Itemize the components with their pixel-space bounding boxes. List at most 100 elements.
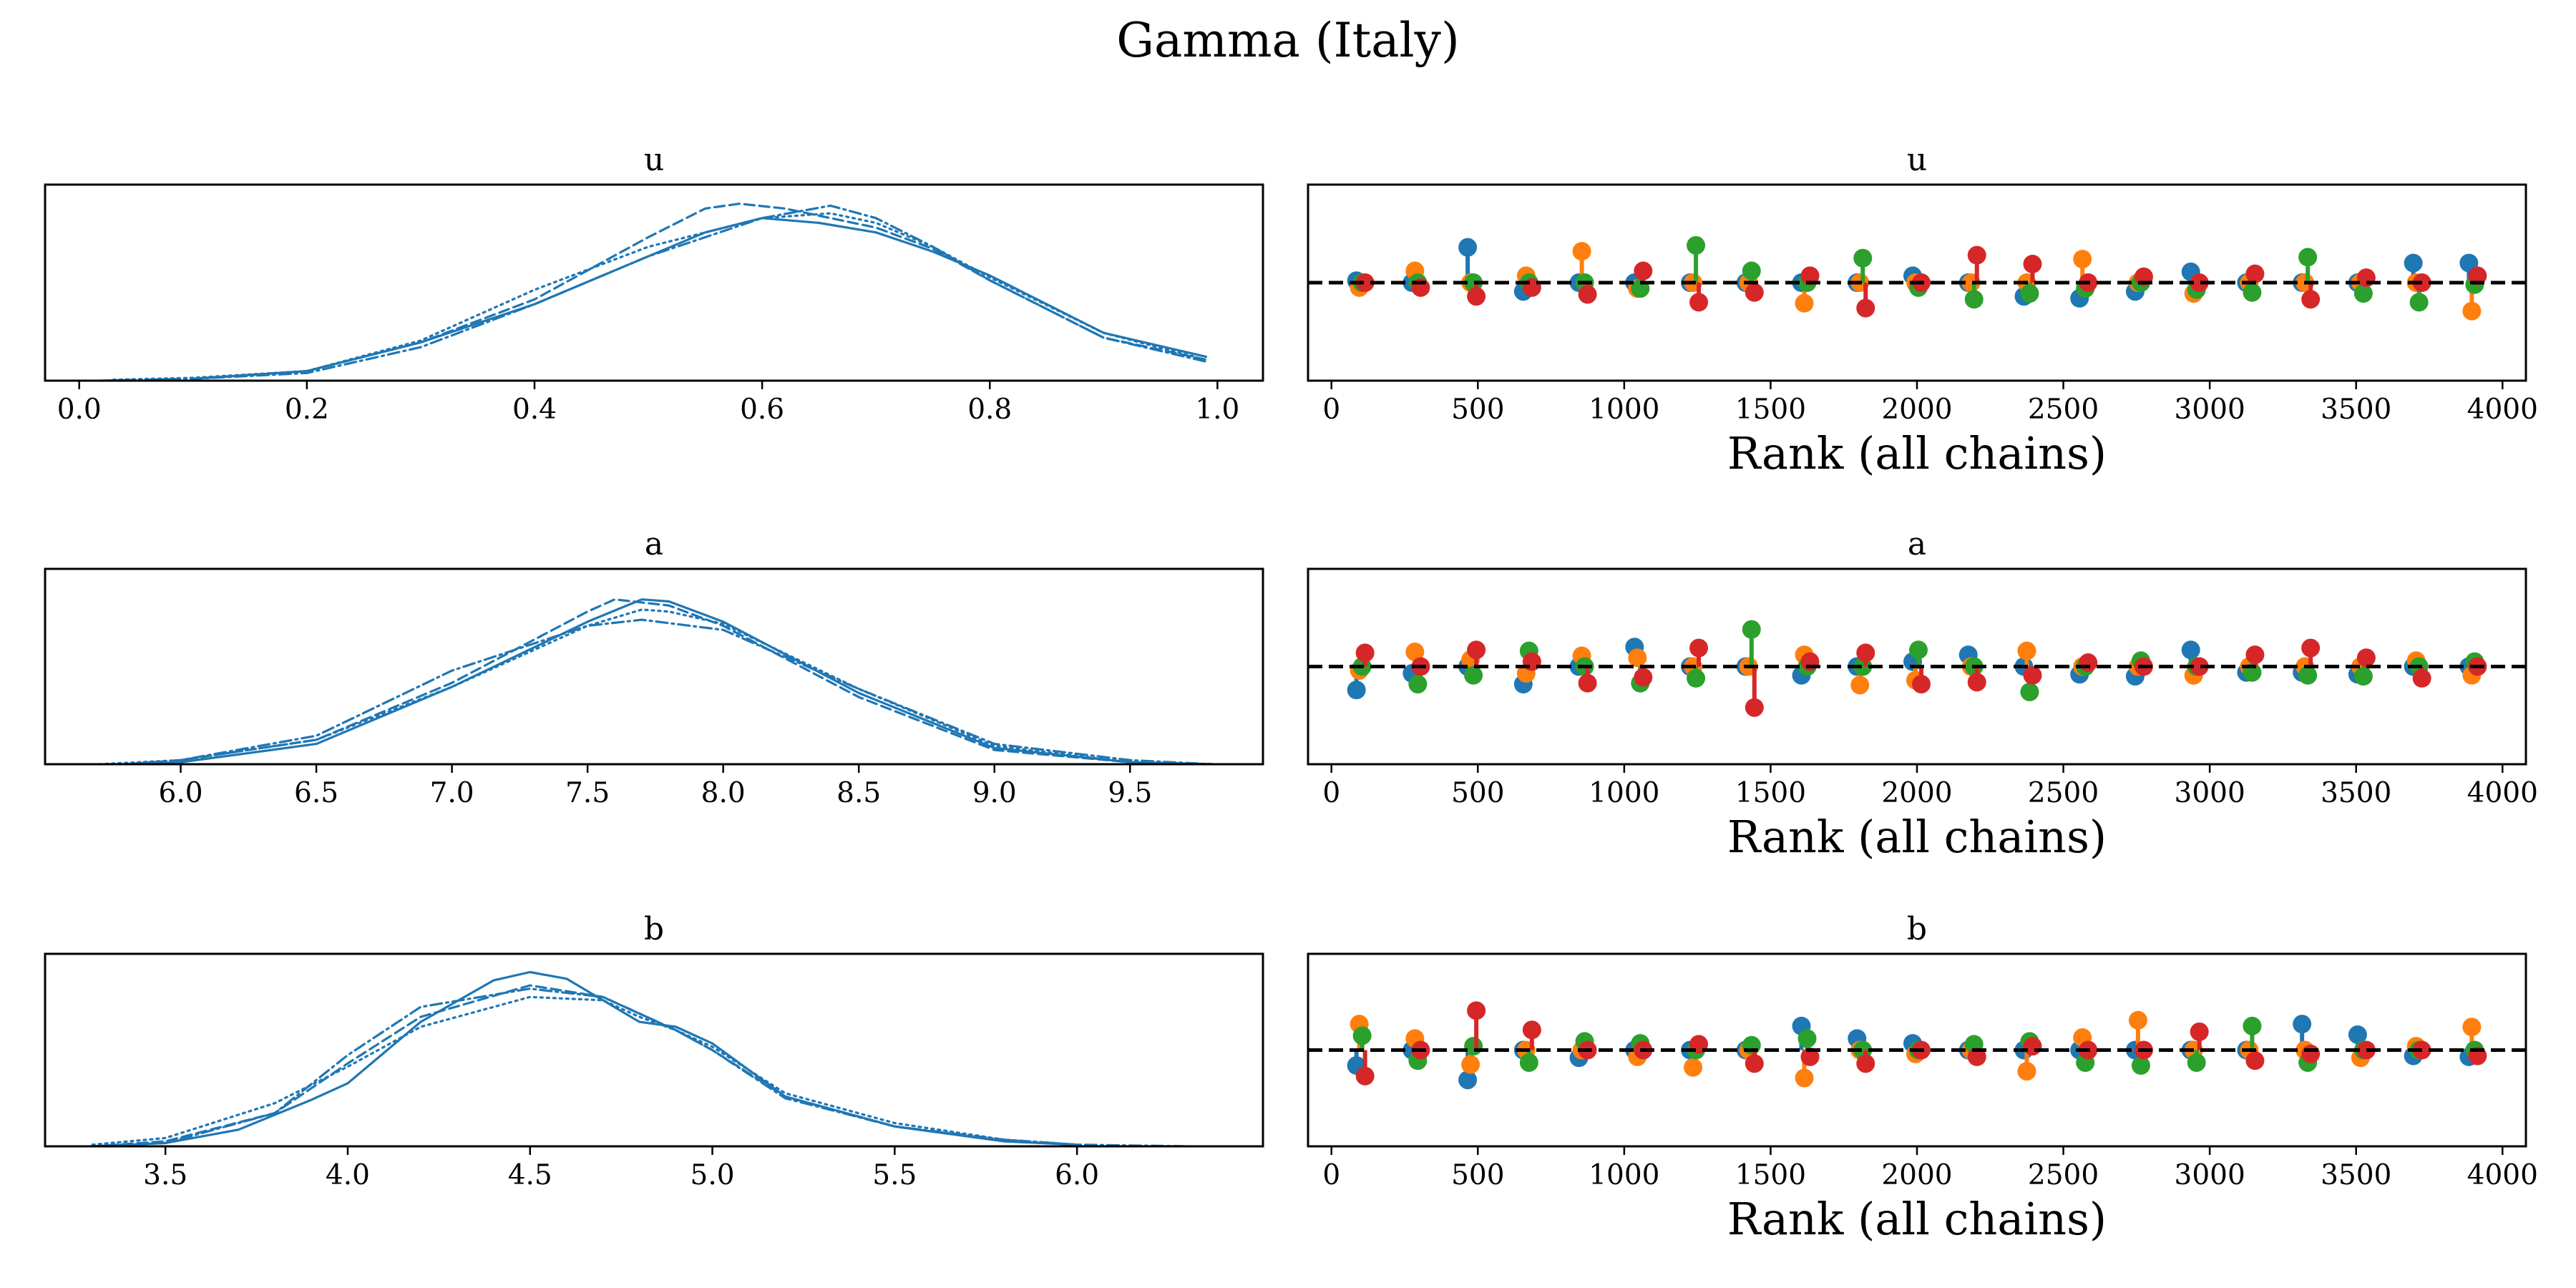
rank-point-chain-2 (1742, 620, 1761, 639)
rank-point-chain-2 (1742, 261, 1761, 280)
x-tick-label: 0 (1322, 394, 1340, 426)
rank-point-chain-3 (1467, 1001, 1486, 1020)
x-tick-label: 6.0 (1055, 1159, 1099, 1191)
rank-point-chain-3 (2245, 645, 2265, 665)
x-tick-label: 0.4 (512, 394, 557, 426)
plot-area (1308, 235, 2526, 321)
rank-point-chain-3 (1912, 675, 1931, 694)
rank-point-chain-0 (2181, 640, 2200, 660)
rank-point-chain-3 (2079, 653, 2098, 673)
x-tick-label: 0.2 (285, 394, 329, 426)
rank-point-chain-1 (2017, 641, 2036, 660)
rank-point-chain-2 (1853, 248, 1873, 268)
rank-point-chain-2 (2353, 667, 2373, 686)
x-tick-label: 4000 (2467, 777, 2538, 809)
rank-point-chain-0 (2293, 1015, 2312, 1034)
x-tick-label: 5.0 (691, 1159, 735, 1191)
rank-point-chain-3 (1856, 1054, 1875, 1073)
panel-u-rank: u 0 500 1000 1500 2000 2500 3000 3500 4000 Rank (a… (1307, 142, 2538, 479)
panel-title: u (1907, 142, 1927, 178)
figure-title: Gamma (Italy) (1116, 13, 1460, 68)
x-tick-label: 0.8 (967, 394, 1012, 426)
rank-point-chain-2 (2131, 1056, 2150, 1075)
rank-point-chain-2 (2298, 665, 2318, 685)
x-tick-label: 2500 (2028, 1159, 2099, 1191)
rank-point-chain-3 (1800, 1047, 1820, 1066)
x-tick-label: 4.0 (326, 1159, 370, 1191)
rank-point-chain-3 (1967, 245, 1986, 265)
rank-point-chain-1 (1572, 242, 1591, 261)
x-tick-label: 2000 (1881, 394, 1952, 426)
panel-a-kde: a 6.0 6.5 7.0 7.5 8.0 8.5 9.0 9.5 (44, 526, 1264, 809)
panel-b-kde: b 3.5 4.0 4.5 5.0 5.5 6.0 (44, 911, 1264, 1191)
rank-point-chain-3 (1355, 1066, 1375, 1085)
x-tick-label: 4000 (2467, 394, 2538, 426)
plot-area (98, 598, 1213, 764)
x-tick-label: 2500 (2028, 394, 2099, 426)
rank-point-chain-2 (1519, 1053, 1538, 1072)
panel-u-kde: u 0.0 0.2 0.4 0.6 0.8 1.0 (44, 142, 1264, 426)
x-axis-label: Rank (all chains) (1727, 427, 2107, 479)
rank-point-chain-3 (1355, 273, 1375, 292)
rank-point-chain-3 (2301, 638, 2321, 658)
plot-area (91, 970, 1188, 1146)
x-tick-label: 7.5 (565, 777, 610, 809)
rank-point-chain-2 (1909, 640, 1928, 660)
rank-point-chain-3 (1800, 266, 1820, 286)
panel-title: u (644, 142, 664, 178)
x-tick-label: 3000 (2175, 777, 2245, 809)
rank-point-chain-3 (1967, 673, 1986, 692)
rank-point-chain-3 (1745, 698, 1764, 717)
kde-line-chain-0 (125, 598, 1213, 764)
rank-point-chain-1 (1405, 643, 1425, 662)
panel-title: b (1907, 911, 1927, 947)
rank-point-chain-3 (1355, 643, 1375, 663)
rank-point-chain-3 (1467, 287, 1486, 306)
x-tick-label: 1000 (1589, 1159, 1659, 1191)
x-tick-label: 3500 (2321, 1159, 2391, 1191)
rank-point-chain-2 (1964, 290, 1984, 309)
x-tick-label: 9.5 (1108, 777, 1152, 809)
rank-point-chain-3 (1467, 640, 1486, 660)
rank-point-chain-1 (2073, 250, 2092, 269)
plot-area (100, 203, 1208, 381)
rank-point-chain-3 (1578, 673, 1597, 693)
rank-point-chain-1 (1850, 675, 1870, 695)
kde-line-chain-0 (91, 970, 1078, 1146)
rank-point-chain-2 (1464, 665, 1483, 685)
kde-line-chain-3 (125, 618, 1213, 764)
x-tick-label: 500 (1451, 1159, 1504, 1191)
x-tick-label: 0.0 (57, 394, 102, 426)
axes-frame (44, 183, 1264, 382)
rank-point-chain-1 (2462, 1018, 2482, 1037)
x-tick-label: 2000 (1881, 777, 1952, 809)
rank-point-chain-3 (2468, 266, 2487, 286)
rank-point-chain-2 (2187, 1053, 2206, 1072)
rank-point-chain-3 (2245, 264, 2265, 283)
rank-point-chain-2 (1352, 1026, 1372, 1045)
panel-title: a (645, 526, 663, 562)
x-tick-label: 500 (1451, 394, 1504, 426)
rank-point-chain-3 (2190, 657, 2209, 676)
x-tick-label: 1000 (1589, 394, 1659, 426)
rank-point-chain-2 (2409, 293, 2429, 312)
x-tick-label: 8.5 (836, 777, 881, 809)
x-tick-label: 3500 (2321, 777, 2391, 809)
rank-point-chain-2 (2020, 682, 2039, 701)
rank-point-chain-1 (2462, 301, 2482, 321)
x-tick-label: 3000 (2175, 394, 2245, 426)
x-tick-label: 1.0 (1195, 394, 1239, 426)
rank-point-chain-1 (2017, 1062, 2036, 1081)
rank-point-chain-3 (2356, 648, 2376, 668)
x-tick-label: 2000 (1881, 1159, 1952, 1191)
rank-point-chain-2 (1408, 675, 1428, 694)
x-tick-label: 7.0 (430, 777, 474, 809)
rank-point-chain-2 (1687, 235, 1706, 255)
rank-point-chain-3 (1745, 1054, 1764, 1073)
kde-line-chain-0 (192, 217, 1208, 380)
rank-point-chain-0 (2348, 1025, 2367, 1044)
rank-point-chain-3 (1522, 1020, 1541, 1040)
x-tick-label: 8.0 (701, 777, 746, 809)
rank-point-chain-3 (2301, 290, 2321, 309)
